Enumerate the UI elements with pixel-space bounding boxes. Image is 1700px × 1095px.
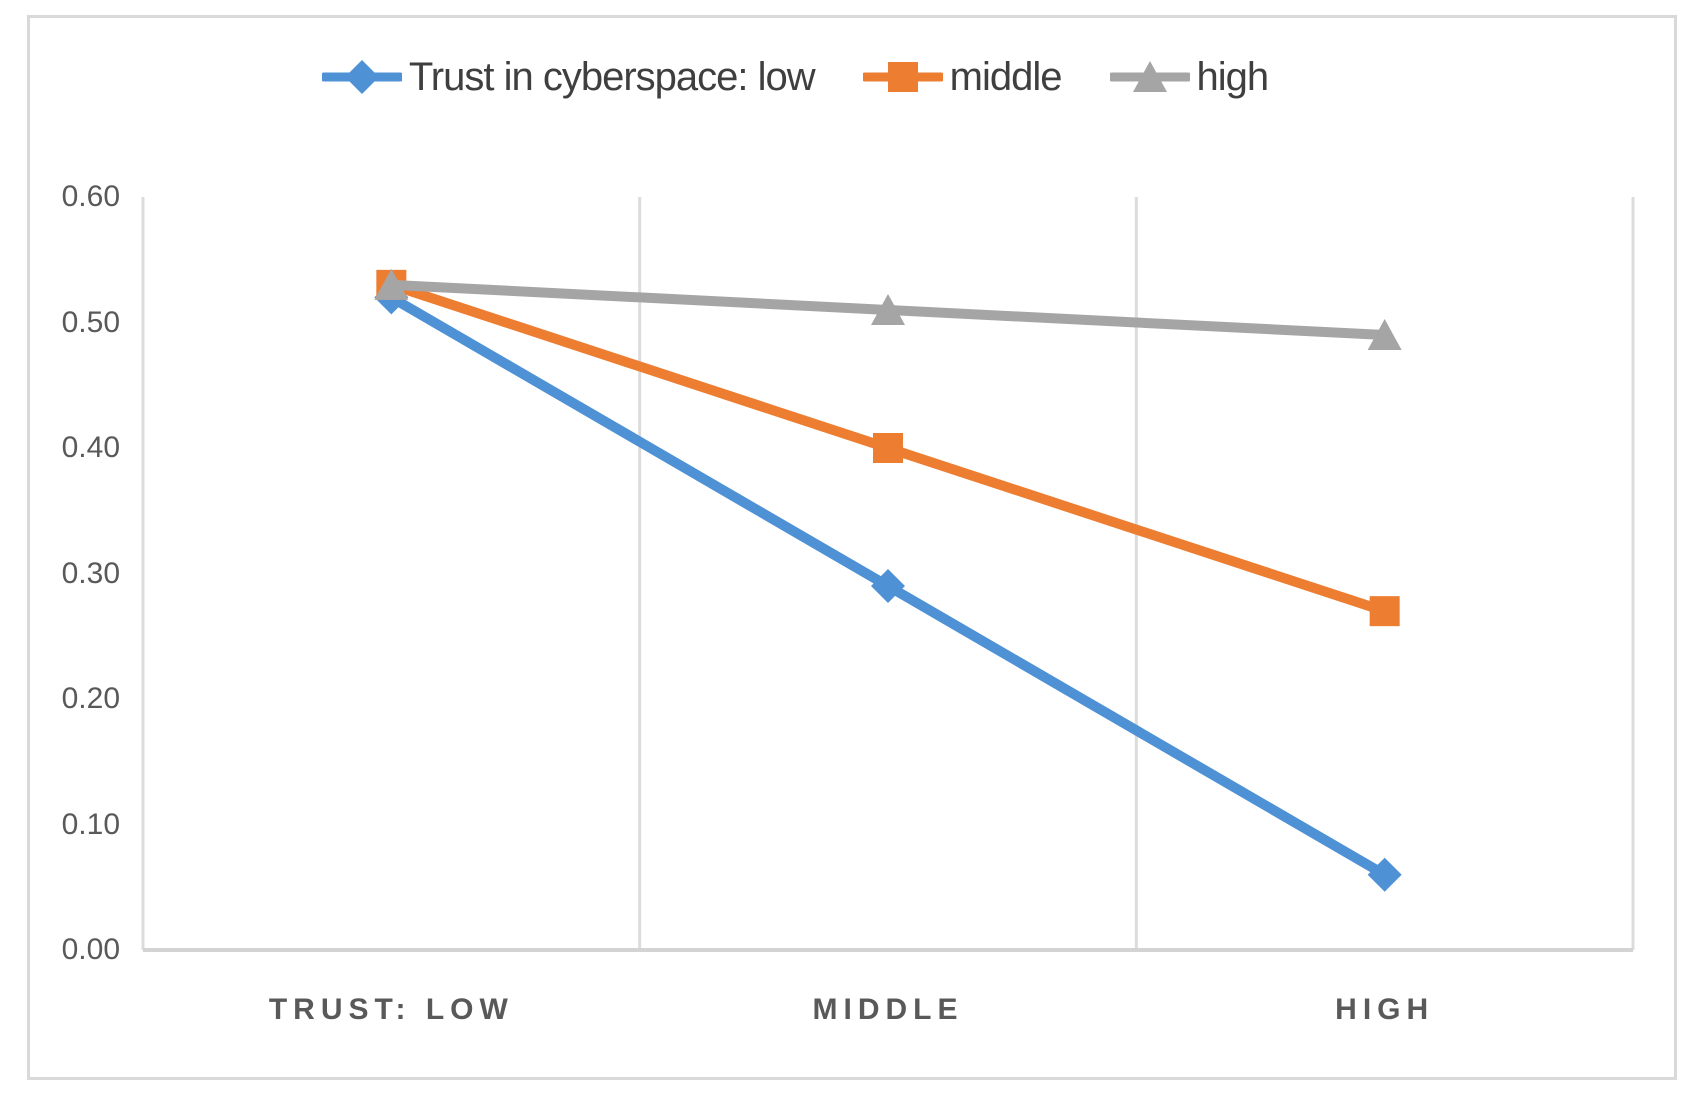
y-axis-tick-label: 0.40 [61,431,120,464]
legend-item: middle [862,55,1063,99]
chart-frame [27,15,1677,1080]
legend-item: Trust in cyberspace: low [321,55,816,99]
y-axis-tick-label: 0.60 [61,180,120,213]
x-axis-category-label: TRUST: LOW [268,993,514,1026]
y-axis-tick-label: 0.50 [61,305,120,339]
y-axis-tick-label: 0.10 [61,807,120,841]
legend-item-label: Trust in cyberspace: low [408,55,816,99]
legend-item-label: high [1196,55,1270,99]
y-axis-tick-label: 0.30 [61,556,120,590]
y-axis-tick-label: 0.20 [61,682,120,715]
legend-item-label: middle [949,55,1063,99]
legend-item: high [1109,55,1270,99]
legend-marker-square-icon [862,62,943,92]
x-axis-category-label: HIGH [1335,993,1435,1026]
y-axis-tick-label: 0.00 [61,933,120,966]
chart-legend: Trust in cyberspace: low middle high [0,55,1645,99]
x-axis-category-label: MIDDLE [812,993,964,1026]
series-diamond [374,280,1402,892]
series-triangle [374,268,1402,351]
legend-marker-triangle-icon [1109,61,1190,92]
legend-marker-diamond-icon [321,60,402,94]
